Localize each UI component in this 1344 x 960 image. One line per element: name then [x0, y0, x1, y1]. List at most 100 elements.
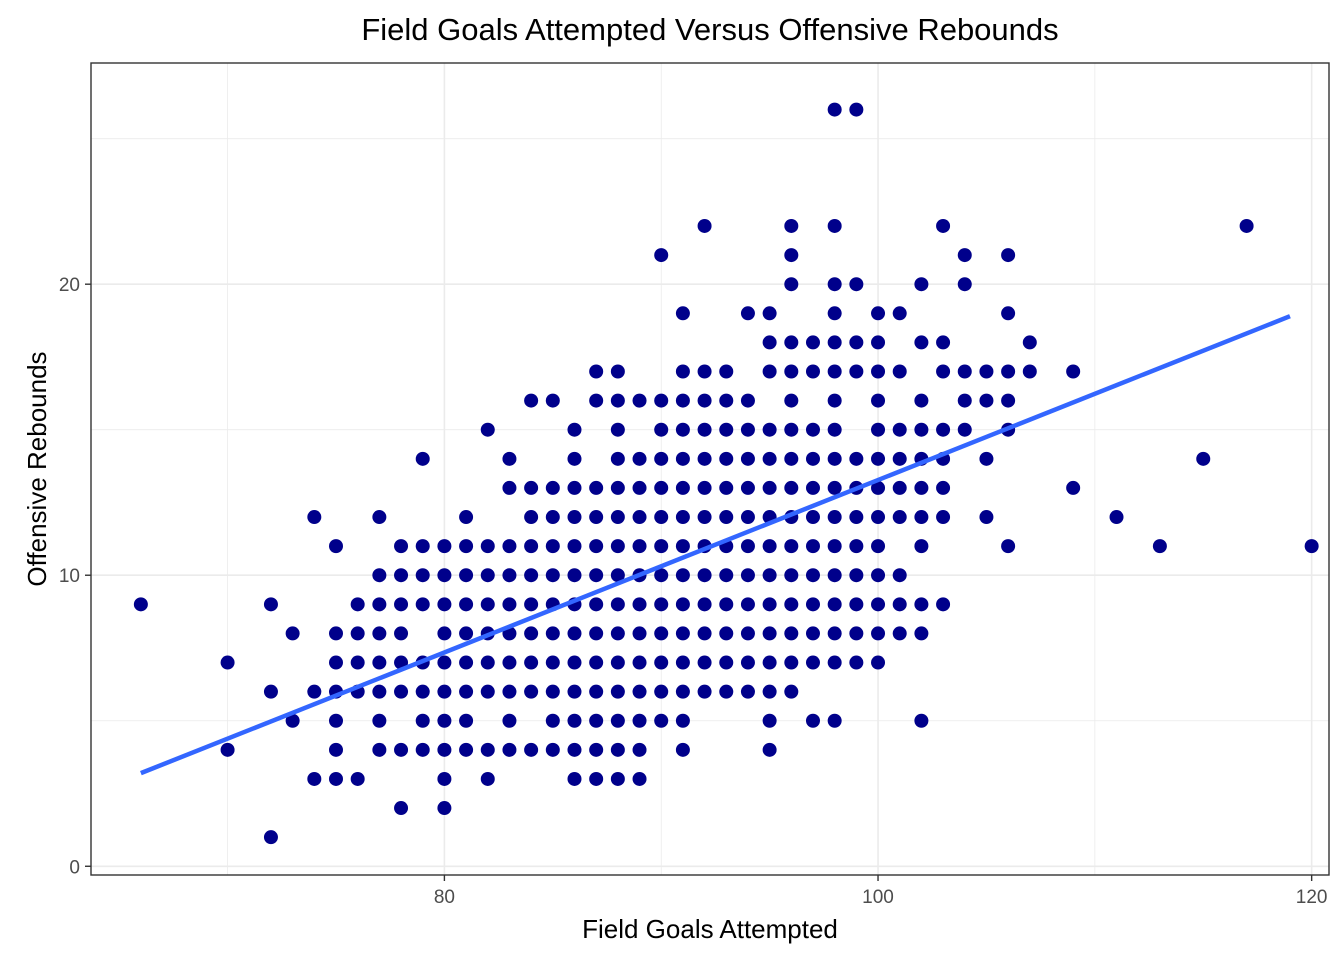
trend-line [140, 314, 1291, 776]
data-point [589, 626, 604, 641]
data-point [805, 626, 820, 641]
data-point [914, 539, 929, 554]
data-point [524, 742, 539, 757]
data-point [762, 684, 777, 699]
data-point [654, 568, 669, 583]
data-point [1001, 248, 1016, 263]
data-point [480, 684, 495, 699]
data-point [719, 684, 734, 699]
data-point [697, 364, 712, 379]
data-point [1196, 451, 1211, 466]
data-point [805, 539, 820, 554]
data-point [220, 655, 235, 670]
data-point [827, 713, 842, 728]
data-point [762, 568, 777, 583]
data-point [567, 480, 582, 495]
data-point [849, 510, 864, 525]
data-point [437, 684, 452, 699]
data-point [480, 655, 495, 670]
data-point [545, 684, 560, 699]
data-point [1001, 393, 1016, 408]
data-point [350, 626, 365, 641]
data-point [437, 568, 452, 583]
data-point [285, 713, 300, 728]
data-point [827, 218, 842, 233]
data-point [740, 539, 755, 554]
data-point [372, 626, 387, 641]
data-point [654, 655, 669, 670]
data-point [459, 597, 474, 612]
data-point [220, 742, 235, 757]
data-point [762, 335, 777, 350]
data-point [610, 451, 625, 466]
data-point [871, 306, 886, 321]
data-point [697, 655, 712, 670]
data-point [1304, 539, 1319, 554]
data-point [871, 655, 886, 670]
data-point [849, 539, 864, 554]
data-point [697, 626, 712, 641]
grid-lines [91, 63, 1329, 875]
data-point [805, 451, 820, 466]
data-point [719, 626, 734, 641]
data-point [675, 568, 690, 583]
data-point [936, 597, 951, 612]
data-point [827, 597, 842, 612]
data-point [762, 742, 777, 757]
data-point [805, 480, 820, 495]
data-point [740, 393, 755, 408]
data-point [892, 364, 907, 379]
data-point [567, 771, 582, 786]
data-point [827, 626, 842, 641]
data-point [415, 742, 430, 757]
data-point [654, 510, 669, 525]
data-point [936, 422, 951, 437]
data-point [589, 684, 604, 699]
data-point [979, 364, 994, 379]
data-point [762, 480, 777, 495]
data-point [350, 597, 365, 612]
data-point [827, 655, 842, 670]
data-point [394, 801, 409, 816]
data-point [654, 393, 669, 408]
data-point [979, 451, 994, 466]
data-point [610, 655, 625, 670]
data-point [589, 364, 604, 379]
data-point [827, 306, 842, 321]
data-point [827, 539, 842, 554]
data-point [372, 597, 387, 612]
data-point [914, 393, 929, 408]
data-point [871, 568, 886, 583]
data-point [415, 684, 430, 699]
data-point [936, 480, 951, 495]
data-point [805, 510, 820, 525]
data-point [437, 713, 452, 728]
data-point [372, 684, 387, 699]
data-point [784, 480, 799, 495]
data-point [459, 568, 474, 583]
data-point [263, 684, 278, 699]
data-point [675, 539, 690, 554]
data-point [849, 364, 864, 379]
data-point [589, 480, 604, 495]
data-point [871, 597, 886, 612]
data-point [285, 626, 300, 641]
data-point [719, 568, 734, 583]
data-point [740, 422, 755, 437]
data-point [567, 684, 582, 699]
data-point [632, 655, 647, 670]
data-point [589, 510, 604, 525]
data-point [350, 771, 365, 786]
data-point [827, 393, 842, 408]
data-point [437, 539, 452, 554]
data-point [740, 568, 755, 583]
data-point [697, 451, 712, 466]
data-point [632, 393, 647, 408]
data-point [849, 451, 864, 466]
data-point [394, 626, 409, 641]
data-point [654, 480, 669, 495]
data-point [567, 713, 582, 728]
data-point [740, 306, 755, 321]
data-point [892, 480, 907, 495]
data-point [589, 568, 604, 583]
